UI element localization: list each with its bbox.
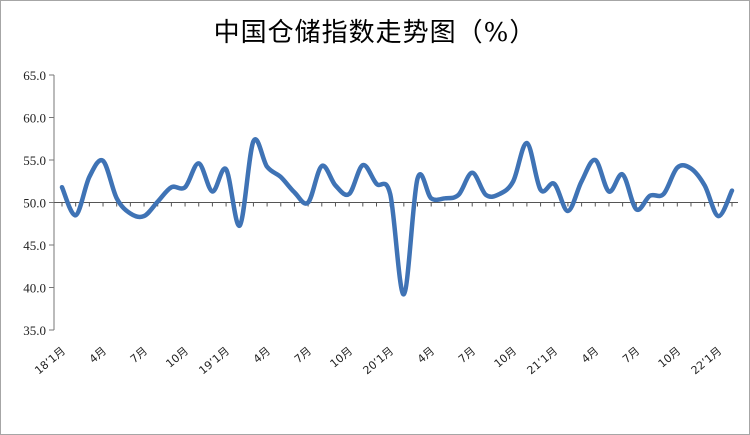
series-line bbox=[59, 137, 735, 297]
x-tick-label: 7月 bbox=[456, 344, 478, 366]
data-point bbox=[703, 184, 707, 188]
x-tick-label: 7月 bbox=[620, 344, 642, 366]
x-tick-label: 21’1月 bbox=[525, 344, 561, 377]
y-tick-label: 45.0 bbox=[23, 238, 46, 253]
x-tick-label: 4月 bbox=[251, 344, 273, 366]
data-point bbox=[142, 214, 146, 218]
y-tick-label: 55.0 bbox=[23, 153, 46, 168]
data-point bbox=[593, 158, 597, 162]
x-tick-label: 4月 bbox=[579, 344, 601, 366]
data-point bbox=[566, 209, 570, 213]
data-point bbox=[101, 159, 105, 163]
data-point bbox=[730, 189, 734, 193]
x-tick-label: 10月 bbox=[492, 344, 520, 370]
data-point bbox=[60, 185, 64, 189]
data-point bbox=[347, 192, 351, 196]
data-point bbox=[183, 185, 187, 189]
y-axis: 35.0 40.0 45.0 50.0 55.0 60.0 65.0 bbox=[23, 68, 55, 338]
data-point bbox=[156, 200, 160, 204]
x-tick-label: 7月 bbox=[292, 344, 314, 366]
data-point bbox=[525, 141, 529, 145]
y-tick-label: 60.0 bbox=[23, 111, 46, 126]
y-tick-label: 50.0 bbox=[23, 196, 46, 211]
x-tick-label: 19’1月 bbox=[196, 344, 232, 377]
data-point bbox=[607, 190, 611, 194]
data-point bbox=[511, 179, 515, 183]
data-point bbox=[634, 207, 638, 211]
data-point bbox=[675, 166, 679, 170]
data-point bbox=[74, 213, 78, 217]
x-tick-label: 10月 bbox=[656, 344, 684, 370]
x-tick-label: 4月 bbox=[87, 344, 109, 366]
x-tick-label: 18’1月 bbox=[32, 344, 68, 377]
data-point bbox=[388, 192, 392, 196]
x-axis: 18’1月 4月 7月 10月 19’1月 4月 7月 10月 20’1月 4月 7月 10月 21’1… bbox=[32, 202, 738, 377]
data-point bbox=[320, 164, 324, 168]
y-tick-label: 35.0 bbox=[23, 323, 46, 338]
y-tick-label: 65.0 bbox=[23, 68, 46, 83]
data-point bbox=[306, 201, 310, 205]
data-point bbox=[662, 192, 666, 196]
data-point bbox=[238, 224, 242, 228]
series-layer bbox=[59, 137, 735, 297]
data-point bbox=[251, 139, 255, 143]
data-point bbox=[210, 190, 214, 194]
data-point bbox=[498, 192, 502, 196]
x-tick-label: 4月 bbox=[415, 344, 437, 366]
data-point bbox=[429, 196, 433, 200]
data-point bbox=[716, 214, 720, 218]
x-tick-label: 10月 bbox=[163, 344, 191, 370]
x-tick-label: 22’1月 bbox=[689, 344, 725, 377]
data-point bbox=[470, 171, 474, 175]
data-point bbox=[689, 167, 693, 171]
data-point bbox=[484, 193, 488, 197]
data-point bbox=[621, 173, 625, 177]
data-point bbox=[457, 193, 461, 197]
data-point bbox=[128, 212, 132, 216]
data-point bbox=[224, 167, 228, 171]
data-point bbox=[115, 196, 119, 200]
data-point bbox=[265, 165, 269, 169]
data-point bbox=[416, 177, 420, 181]
data-point bbox=[539, 188, 543, 192]
data-point bbox=[87, 175, 91, 179]
x-tick-label: 10月 bbox=[328, 344, 356, 370]
data-point bbox=[402, 292, 406, 296]
data-point bbox=[361, 163, 365, 167]
data-point bbox=[334, 184, 338, 188]
data-point bbox=[292, 190, 296, 194]
x-tick-label: 20’1月 bbox=[361, 344, 397, 377]
data-point bbox=[580, 179, 584, 183]
data-point bbox=[648, 194, 652, 198]
data-point bbox=[443, 196, 447, 200]
data-point bbox=[169, 185, 173, 189]
data-point bbox=[375, 182, 379, 186]
data-point bbox=[552, 182, 556, 186]
data-point bbox=[197, 161, 201, 165]
chart-title: 中国仓储指数走势图（%） bbox=[213, 18, 537, 48]
x-tick-label: 7月 bbox=[128, 344, 150, 366]
data-point bbox=[279, 175, 283, 179]
y-tick-label: 40.0 bbox=[23, 281, 46, 296]
